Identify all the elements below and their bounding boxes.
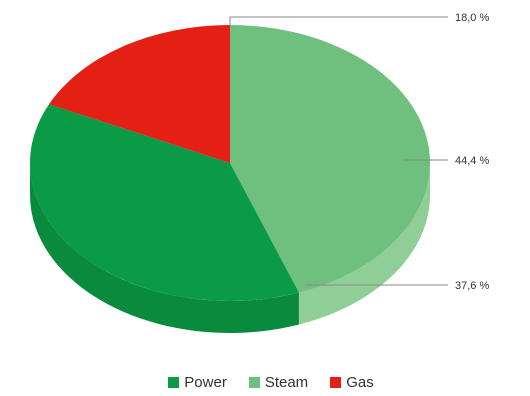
pie-side-power [30,163,299,333]
legend-item-power: Power [168,374,227,391]
legend-label-power: Power [184,373,227,391]
data-label-steam: 44,4 % [455,155,489,167]
legend: Power Steam Gas [0,368,530,396]
legend-swatch-gas [330,376,342,388]
legend-item-gas: Gas [330,374,374,391]
pie-slice-steam [230,25,431,293]
pie-side-steam [298,163,430,325]
legend-item-steam: Steam [248,373,309,391]
pie-slice-gas [49,24,230,164]
data-label-power: 37,6 % [455,280,489,292]
data-label-gas: 18,0 % [455,12,489,24]
legend-swatch-steam [248,376,260,388]
pie-slices [29,24,431,302]
leader-lines [229,16,448,286]
data-labels: 18,0 % 44,4 % 37,6 % [455,12,489,292]
legend-label-gas: Gas [346,373,374,391]
legend-swatch-power [168,376,180,388]
legend-label-steam: Steam [264,373,309,391]
leader-line-gas [229,16,448,26]
pie-sides [30,163,430,333]
pie-slice-power [29,104,299,302]
